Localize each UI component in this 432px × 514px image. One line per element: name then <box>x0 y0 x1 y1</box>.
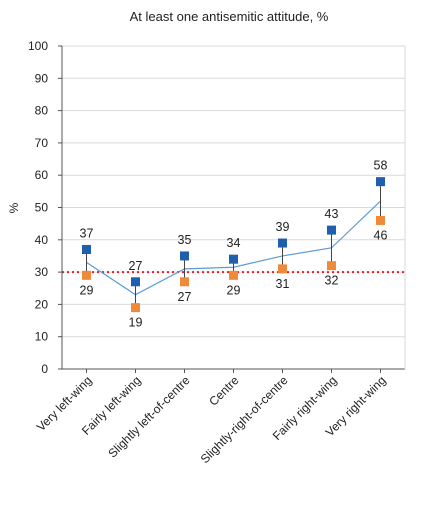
axes <box>58 45 406 373</box>
y-tick-labels: 0 10 20 30 40 50 60 70 80 90 100 <box>28 39 48 376</box>
y-tick-label: 50 <box>35 201 49 215</box>
upper-data-label: 43 <box>325 207 339 221</box>
data-labels: 37 27 35 34 39 43 58 29 19 27 29 31 32 46 <box>80 159 388 330</box>
lower-data-label: 46 <box>374 228 388 242</box>
lower-marker <box>82 270 91 280</box>
upper-marker <box>229 254 238 264</box>
x-tick-label: Slightly left-of-centre <box>105 373 192 460</box>
y-tick-label: 40 <box>35 233 49 247</box>
lower-marker <box>278 264 287 274</box>
y-tick-label: 90 <box>35 71 49 85</box>
lower-marker <box>327 261 336 271</box>
upper-marker <box>376 177 385 187</box>
upper-marker <box>278 238 287 248</box>
y-tick-label: 10 <box>35 330 49 344</box>
lower-data-label: 29 <box>227 283 241 297</box>
lower-marker <box>376 215 385 225</box>
upper-data-label: 37 <box>80 226 94 240</box>
y-tick-label: 0 <box>41 362 48 376</box>
lower-marker <box>180 277 189 287</box>
upper-data-label: 27 <box>129 259 143 273</box>
y-tick-label: 70 <box>35 136 49 150</box>
upper-marker <box>131 277 140 287</box>
grid <box>62 45 405 338</box>
y-axis-label: % <box>7 202 21 213</box>
y-tick-label: 30 <box>35 265 49 279</box>
upper-data-label: 34 <box>227 236 241 250</box>
upper-marker <box>327 225 336 235</box>
y-tick-label: 80 <box>35 104 49 118</box>
upper-marker <box>180 251 189 261</box>
x-tick-label: Slightly-right-of-centre <box>198 373 291 466</box>
lower-data-label: 29 <box>80 283 94 297</box>
y-tick-label: 60 <box>35 168 49 182</box>
upper-data-label: 35 <box>178 233 192 247</box>
lower-data-label: 19 <box>129 316 143 330</box>
upper-marker <box>82 244 91 254</box>
upper-data-label: 39 <box>276 220 290 234</box>
y-tick-label: 100 <box>28 39 48 53</box>
chart-title: At least one antisemitic attitude, % <box>130 9 329 24</box>
x-tick-label: Centre <box>206 373 242 409</box>
markers <box>82 177 385 313</box>
lower-data-label: 32 <box>325 274 339 288</box>
lower-data-label: 31 <box>276 277 290 291</box>
lower-marker <box>229 270 238 280</box>
lower-data-label: 27 <box>178 290 192 304</box>
y-tick-label: 20 <box>35 297 49 311</box>
upper-data-label: 58 <box>374 159 388 173</box>
lower-marker <box>131 303 140 313</box>
